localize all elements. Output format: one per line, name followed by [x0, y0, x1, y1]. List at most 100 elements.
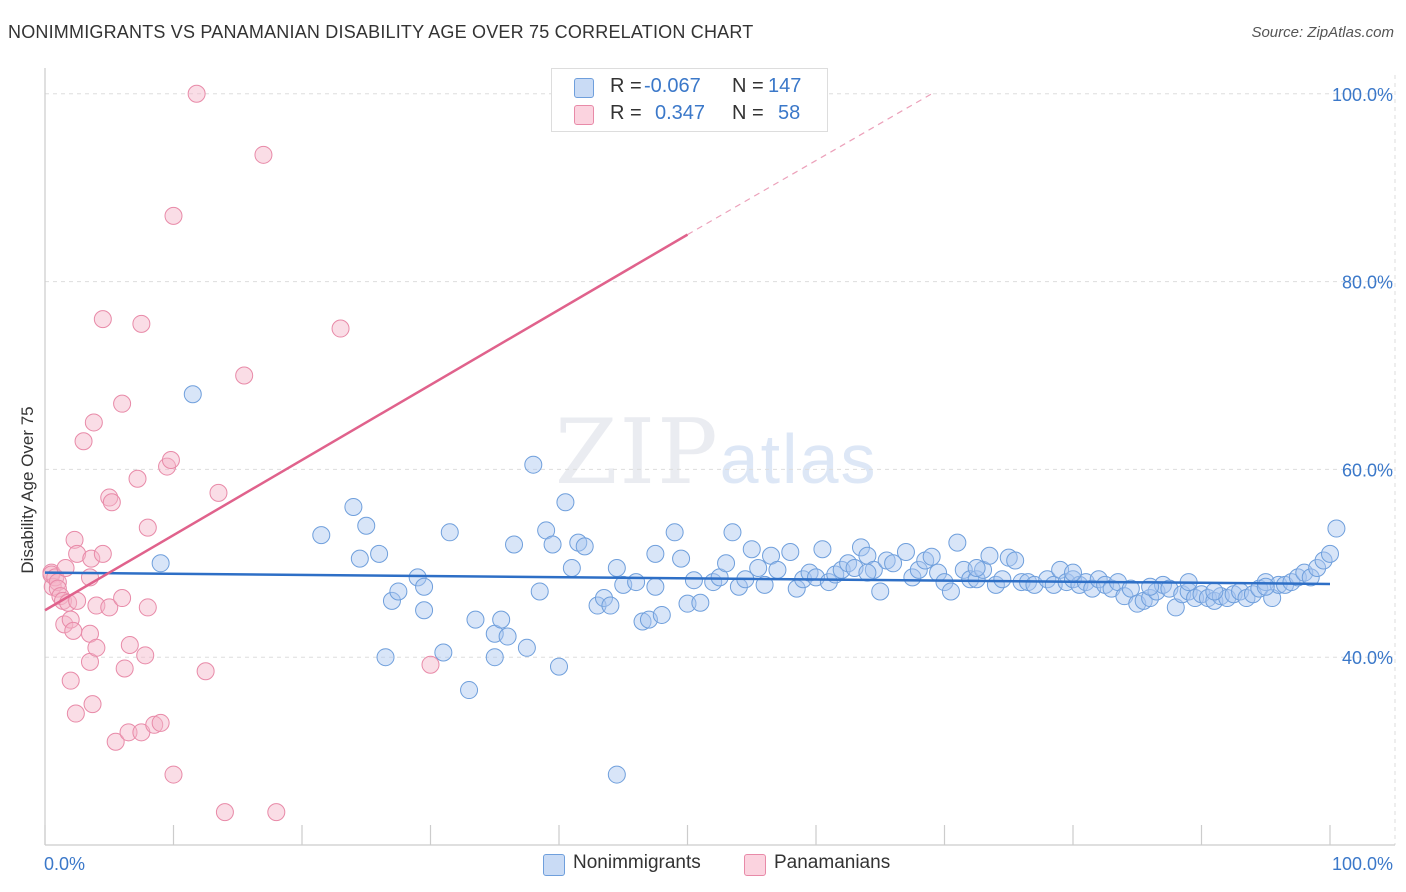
nonimmigrants-point — [839, 554, 858, 573]
nonimmigrants-point — [871, 582, 890, 601]
correlation-legend: R = -0.067 N = 147 R = 0.347 N = 58 — [551, 68, 828, 132]
nonimmigrants-point — [633, 612, 652, 631]
panamanians-point — [161, 451, 180, 469]
nonimmigrants-point — [1263, 589, 1282, 608]
panamanians-point — [128, 469, 147, 488]
nonimmigrants-point — [935, 573, 954, 592]
nonimmigrants-point — [370, 544, 389, 563]
panamanians-point — [66, 704, 85, 723]
nonimmigrants-point — [646, 577, 665, 596]
nonimmigrants-point — [691, 593, 710, 612]
nonimmigrants-point — [588, 596, 607, 615]
panamanians-point — [84, 413, 103, 432]
chart-title: NONIMMIGRANTS VS PANAMANIAN DISABILITY A… — [8, 22, 754, 42]
nonimmigrants-point — [415, 577, 434, 596]
panamanians-point — [100, 598, 119, 617]
panamanians-point — [132, 314, 151, 333]
nonimmigrants-point — [594, 589, 613, 608]
nonimmigrants-point — [742, 540, 761, 559]
nonimmigrants-point — [749, 558, 768, 577]
y-tick-label: 80.0% — [1342, 273, 1393, 293]
nonimmigrants-point — [717, 554, 736, 573]
y-tick-label: 60.0% — [1342, 460, 1393, 480]
x-tick-label: 0.0% — [44, 854, 85, 874]
nonimmigrants-point — [382, 591, 401, 610]
legend-n-value: 147 — [768, 75, 802, 97]
panamanians-point — [138, 598, 157, 617]
nonimmigrants-point — [408, 568, 427, 587]
nonimmigrants-point — [350, 549, 369, 568]
panamanians-point — [138, 518, 157, 537]
panamanians-point — [65, 530, 84, 549]
nonimmigrants-point — [922, 547, 941, 566]
nonimmigrants-point — [1288, 568, 1307, 587]
nonimmigrants-point — [151, 554, 170, 573]
y-axis-title: Disability Age Over 75 — [18, 406, 37, 573]
nonimmigrants-point — [627, 573, 646, 592]
nonimmigrants-point — [440, 523, 459, 542]
nonimmigrants-point — [1314, 551, 1333, 570]
panamanians-points — [42, 84, 440, 822]
nonimmigrants-point — [498, 627, 517, 646]
nonimmigrants-point — [1166, 598, 1185, 617]
legend-row-nonimmigrants: R = -0.067 N = 147 — [574, 75, 801, 101]
nonimmigrants-point — [485, 648, 504, 667]
axes — [44, 68, 1395, 846]
panamanians-point — [115, 659, 134, 678]
panamanians-legend-swatch — [744, 854, 766, 876]
panamanians-point — [74, 432, 93, 451]
nonimmigrants-point — [813, 540, 832, 559]
nonimmigrants-point — [466, 610, 485, 629]
nonimmigrants-point — [672, 549, 691, 568]
nonimmigrants-point — [1205, 582, 1224, 601]
panamanians-point — [136, 646, 155, 665]
nonimmigrants-point — [652, 605, 671, 624]
nonimmigrants-point — [1308, 558, 1327, 577]
legend-r-label: R = — [610, 102, 648, 124]
nonimmigrants-point — [543, 535, 562, 554]
panamanians-point — [55, 615, 74, 634]
nonimmigrants-point — [1064, 563, 1082, 582]
nonimmigrants-point — [1321, 544, 1339, 563]
panamanians-point — [93, 544, 112, 563]
nonimmigrants-point — [1301, 568, 1320, 587]
nonimmigrants-point — [819, 573, 838, 592]
legend-r-value: 0.347 — [655, 102, 706, 124]
nonimmigrants-point — [530, 582, 549, 601]
panamanians-point — [120, 635, 139, 654]
nonimmigrants-legend-label: Nonimmigrants — [573, 852, 701, 873]
panamanians-point — [93, 310, 112, 329]
nonimmigrants-point — [858, 563, 877, 582]
panamanians-point — [113, 589, 132, 608]
panamanians-point — [83, 695, 102, 714]
nonimmigrants-point — [562, 558, 581, 577]
nonimmigrants-point — [344, 497, 363, 516]
nonimmigrants-point — [896, 543, 915, 562]
panamanians-point — [68, 544, 87, 563]
nonimmigrants-points — [151, 385, 1346, 784]
panamanians-point — [82, 549, 101, 568]
nonimmigrants-legend-swatch — [543, 854, 565, 876]
panamanians-legend-label: Panamanians — [774, 852, 891, 873]
nonimmigrants-trend-line — [44, 571, 1331, 586]
nonimmigrants-point — [948, 533, 967, 552]
legend-row-panamanians: R = 0.347 N = 58 — [574, 102, 800, 128]
nonimmigrants-point — [993, 570, 1012, 589]
panamanians-point — [164, 206, 183, 225]
nonimmigrants-point — [505, 535, 524, 554]
y-tick-label: 40.0% — [1342, 648, 1393, 668]
nonimmigrants-point — [684, 571, 703, 590]
nonimmigrants-point — [781, 543, 800, 562]
panamanians-point — [196, 662, 215, 681]
nonimmigrants-point — [941, 582, 960, 601]
nonimmigrants-point — [434, 643, 453, 662]
y-tick-label: 100.0% — [1332, 85, 1393, 105]
legend-n-label: N = — [732, 75, 770, 97]
panamanians-point — [215, 803, 234, 822]
axis-labels: 40.0% 60.0% 80.0% 100.0% 0.0% 100.0% Disabilit… — [18, 85, 1393, 874]
nonimmigrants-swatch — [574, 78, 594, 98]
panamanians-trend-extension — [687, 93, 932, 236]
nonimmigrants-point — [550, 657, 568, 676]
panamanians-point — [145, 715, 164, 734]
